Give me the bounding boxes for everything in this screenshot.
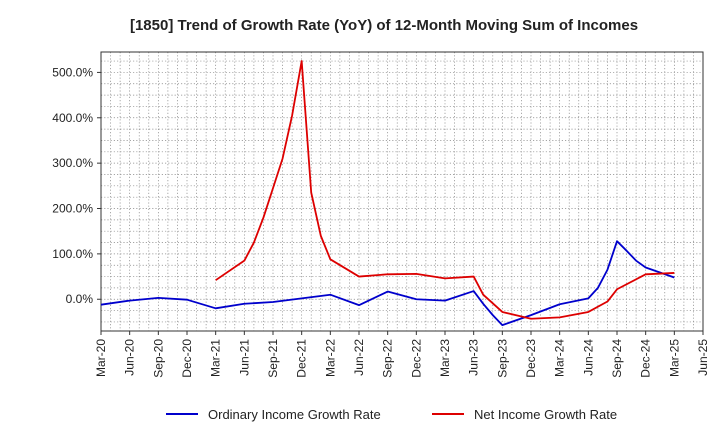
x-tick-label: Dec-20 — [180, 339, 194, 378]
plot-area-frame — [100, 51, 704, 332]
x-tick-label: Mar-23 — [438, 339, 452, 377]
chart-title: [1850] Trend of Growth Rate (YoY) of 12-… — [130, 17, 638, 34]
y-tick-label: 200.0% — [52, 202, 93, 216]
y-tick-label: 0.0% — [66, 292, 94, 306]
y-tick-label: 400.0% — [52, 111, 93, 125]
x-tick-label: Dec-23 — [524, 339, 538, 378]
x-tick-label: Sep-22 — [381, 339, 395, 378]
legend: Ordinary Income Growth Rate Net Income Gr… — [166, 407, 617, 422]
x-tick-label: Dec-21 — [295, 339, 309, 378]
x-tick-label: Jun-25 — [696, 339, 710, 376]
y-axis-ticks: 0.0% 100.0% 200.0% 300.0% 400.0% 500.0% — [52, 65, 101, 306]
x-tick-label: Mar-20 — [94, 339, 108, 377]
x-tick-label: Jun-22 — [352, 339, 366, 376]
series-line-1 — [215, 60, 675, 320]
x-tick-label: Sep-21 — [266, 339, 280, 378]
x-tick-label: Sep-20 — [151, 339, 165, 378]
y-tick-label: 500.0% — [52, 65, 93, 79]
x-tick-label: Mar-24 — [553, 339, 567, 377]
legend-label-1: Net Income Growth Rate — [474, 407, 617, 422]
x-tick-label: Sep-24 — [610, 339, 624, 378]
x-tick-label: Dec-22 — [409, 339, 423, 378]
legend-label-0: Ordinary Income Growth Rate — [208, 407, 381, 422]
x-axis-ticks: Mar-20 Jun-20 Sep-20 Dec-20 Mar-21 Jun-21 Sep-… — [94, 331, 710, 378]
x-tick-label: Mar-25 — [667, 339, 681, 377]
x-tick-label: Dec-24 — [639, 339, 653, 378]
x-tick-label: Jun-23 — [467, 339, 481, 376]
x-tick-label: Sep-23 — [495, 339, 509, 378]
x-tick-label: Jun-24 — [581, 339, 595, 376]
x-tick-label: Jun-21 — [237, 339, 251, 376]
x-tick-label: Mar-21 — [209, 339, 223, 377]
y-tick-label: 100.0% — [52, 247, 93, 261]
y-tick-label: 300.0% — [52, 156, 93, 170]
grid — [100, 52, 704, 331]
x-tick-label: Jun-20 — [123, 339, 137, 376]
series-lines — [100, 60, 675, 326]
series-line-0 — [100, 240, 675, 326]
x-tick-label: Mar-22 — [323, 339, 337, 377]
